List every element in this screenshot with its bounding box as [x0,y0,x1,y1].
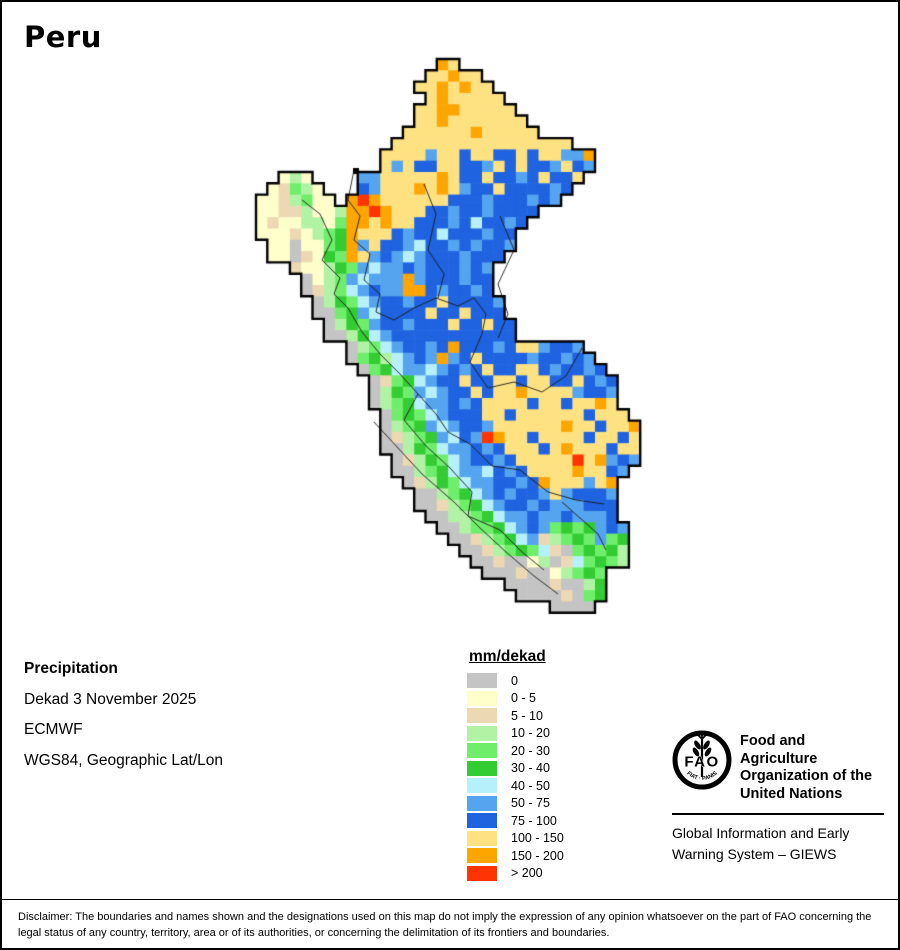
map-info-projection: WGS84, Geographic Lat/Lon [24,751,224,769]
legend-swatch [467,725,497,741]
legend-swatch [467,813,497,828]
fao-separator [672,813,884,815]
map-info-source: ECMWF [24,721,83,738]
legend-label: 10 - 20 [511,726,550,740]
legend-label: 20 - 30 [511,743,550,758]
legend-swatch [467,865,497,881]
legend-label: 150 - 200 [511,848,564,863]
legend-label: 30 - 40 [511,761,550,775]
legend-title: mm/dekad [469,648,546,665]
legend-label: 50 - 75 [511,796,550,810]
legend-row: 30 - 40 [467,760,667,776]
giews-name: Global Information and Early Warning Sys… [672,823,886,865]
fao-org-line: Food and Agriculture [740,733,818,767]
legend-row: 150 - 200 [467,848,667,863]
legend-swatch [467,848,497,863]
legend-swatch [467,795,497,811]
legend-label: 0 - 5 [511,691,537,705]
legend-row: 5 - 10 [467,708,667,723]
legend-row: 0 [467,673,667,688]
fao-logo-text: FAO [684,754,719,771]
legend-swatch [467,673,497,688]
legend-label: 5 - 10 [511,708,543,723]
legend-swatch [467,690,497,706]
legend-row: 100 - 150 [467,830,667,846]
legend-label: 0 [511,673,518,688]
legend-row: 40 - 50 [467,778,667,793]
giews-line: Warning System – GIEWS [672,846,837,862]
fao-org-line: Organization of the [740,768,873,784]
legend-label: 100 - 150 [511,831,564,845]
legend-row: 0 - 5 [467,690,667,706]
legend-swatch [467,760,497,776]
giews-line: Global Information and Early [672,825,850,841]
legend-row: > 200 [467,865,667,881]
fao-block: FAO FIAT · PANIS Food and Agriculture Or… [672,730,886,865]
legend-label: 75 - 100 [511,813,557,828]
map-info-heading: Precipitation [24,660,118,677]
fao-logo-icon: FAO FIAT · PANIS [672,730,732,790]
legend-row: 10 - 20 [467,725,667,741]
disclaimer-text: Disclaimer: The boundaries and names sho… [18,911,872,939]
map-info-block: Precipitation Dekad 3 November 2025 ECMW… [24,654,223,776]
legend-row: 50 - 75 [467,795,667,811]
svg-text:FIAT · PANIS: FIAT · PANIS [685,770,718,782]
legend: mm/dekad 0 0 - 5 5 - 10 10 - 20 20 - 30 30 - … [467,648,667,883]
legend-swatch [467,778,497,793]
legend-swatch [467,743,497,758]
legend-items: 0 0 - 5 5 - 10 10 - 20 20 - 30 30 - 40 40 - 50… [467,673,667,881]
map-info-dekad: Dekad 3 November 2025 [24,690,197,708]
legend-swatch [467,708,497,723]
fao-org-line: United Nations [740,785,843,802]
legend-swatch [467,830,497,846]
legend-label: > 200 [511,866,543,880]
legend-label: 40 - 50 [511,778,550,793]
disclaimer: Disclaimer: The boundaries and names sho… [2,899,898,941]
legend-row: 20 - 30 [467,743,667,758]
legend-row: 75 - 100 [467,813,667,828]
fao-org-name: Food and Agriculture Organization of the… [740,730,886,803]
